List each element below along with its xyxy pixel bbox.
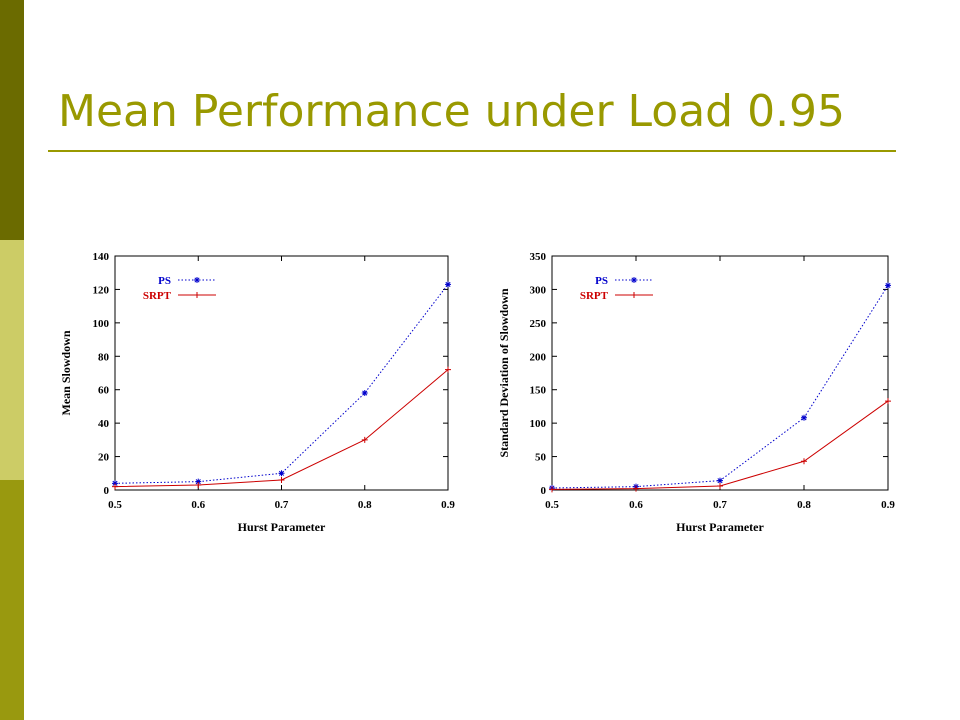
x-axis-label: Hurst Parameter [676,520,764,534]
data-point-ps [717,477,723,484]
data-point-srpt [112,483,118,490]
x-tick-label: 0.6 [629,499,643,511]
x-tick-label: 0.9 [441,499,455,511]
x-tick-label: 0.5 [545,499,559,511]
x-tick-label: 0.6 [191,499,205,511]
data-point-srpt [717,482,723,489]
slide-title: Mean Performance under Load 0.95 [58,86,846,137]
legend-marker-srpt [194,292,200,298]
y-tick-label: 50 [535,452,547,464]
legend-label-srpt: SRPT [580,290,609,302]
data-point-srpt [801,458,807,465]
sidebar-bar-bottom [0,480,24,720]
series-line-ps [114,284,449,484]
data-point-ps [278,470,285,477]
data-point-ps [801,414,807,421]
y-axis-label: Mean Slowdown [59,330,73,415]
y-tick-label: 200 [530,351,547,363]
y-tick-label: 100 [93,318,110,330]
y-tick-label: 60 [98,385,110,397]
x-tick-label: 0.7 [713,499,727,511]
data-point-srpt [278,476,285,483]
legend-label-ps: PS [595,275,608,287]
x-tick-label: 0.9 [881,499,895,511]
data-point-ps [885,282,891,289]
x-axis-label: Hurst Parameter [238,520,326,534]
series-line-ps [551,285,889,489]
y-tick-label: 150 [530,385,547,397]
legend-label-ps: PS [158,275,171,287]
y-tick-label: 80 [98,351,110,363]
legend-marker-ps [631,277,637,283]
title-underline [48,150,896,152]
x-tick-label: 0.5 [108,499,122,511]
y-axis-label: Standard Deviation of Slowdown [497,288,511,457]
mean-slowdown-chart: 0 20 40 60 80 100 120 140 0.5 0.6 0.7 0.8 0.9 Hurst P… [59,251,455,534]
x-tick-label: 0.8 [358,499,372,511]
y-tick-label: 350 [530,251,547,263]
y-tick-label: 0 [104,485,110,497]
y-tick-label: 140 [93,251,110,263]
y-tick-label: 20 [98,452,110,464]
data-point-srpt [445,366,451,373]
y-tick-label: 120 [93,284,110,296]
series-line-srpt [114,369,449,488]
data-point-srpt [195,481,202,488]
data-point-ps [445,281,451,288]
data-point-srpt [885,398,891,405]
data-point-srpt [633,485,639,492]
data-point-ps [112,480,118,487]
data-point-srpt [549,486,555,493]
y-tick-label: 250 [530,318,547,330]
y-tick-label: 300 [530,284,547,296]
data-point-srpt [361,436,368,443]
sidebar-bar-middle [0,240,24,480]
legend-marker-ps [194,277,200,283]
y-tick-label: 0 [541,485,547,497]
data-point-ps [195,478,202,485]
legend-label-srpt: SRPT [143,290,172,302]
sidebar-bar-top [0,0,24,240]
y-tick-label: 100 [530,418,547,430]
y-tick-label: 40 [98,418,110,430]
legend-marker-srpt [631,292,637,298]
x-tick-label: 0.8 [797,499,811,511]
std-slowdown-chart: 0 50 100 150 200 250 300 350 0.5 0.6 0.7 0.8 0.9 Hurs… [497,251,895,534]
x-tick-label: 0.7 [275,499,289,511]
series-line-srpt [551,400,889,490]
data-point-ps [361,390,368,397]
